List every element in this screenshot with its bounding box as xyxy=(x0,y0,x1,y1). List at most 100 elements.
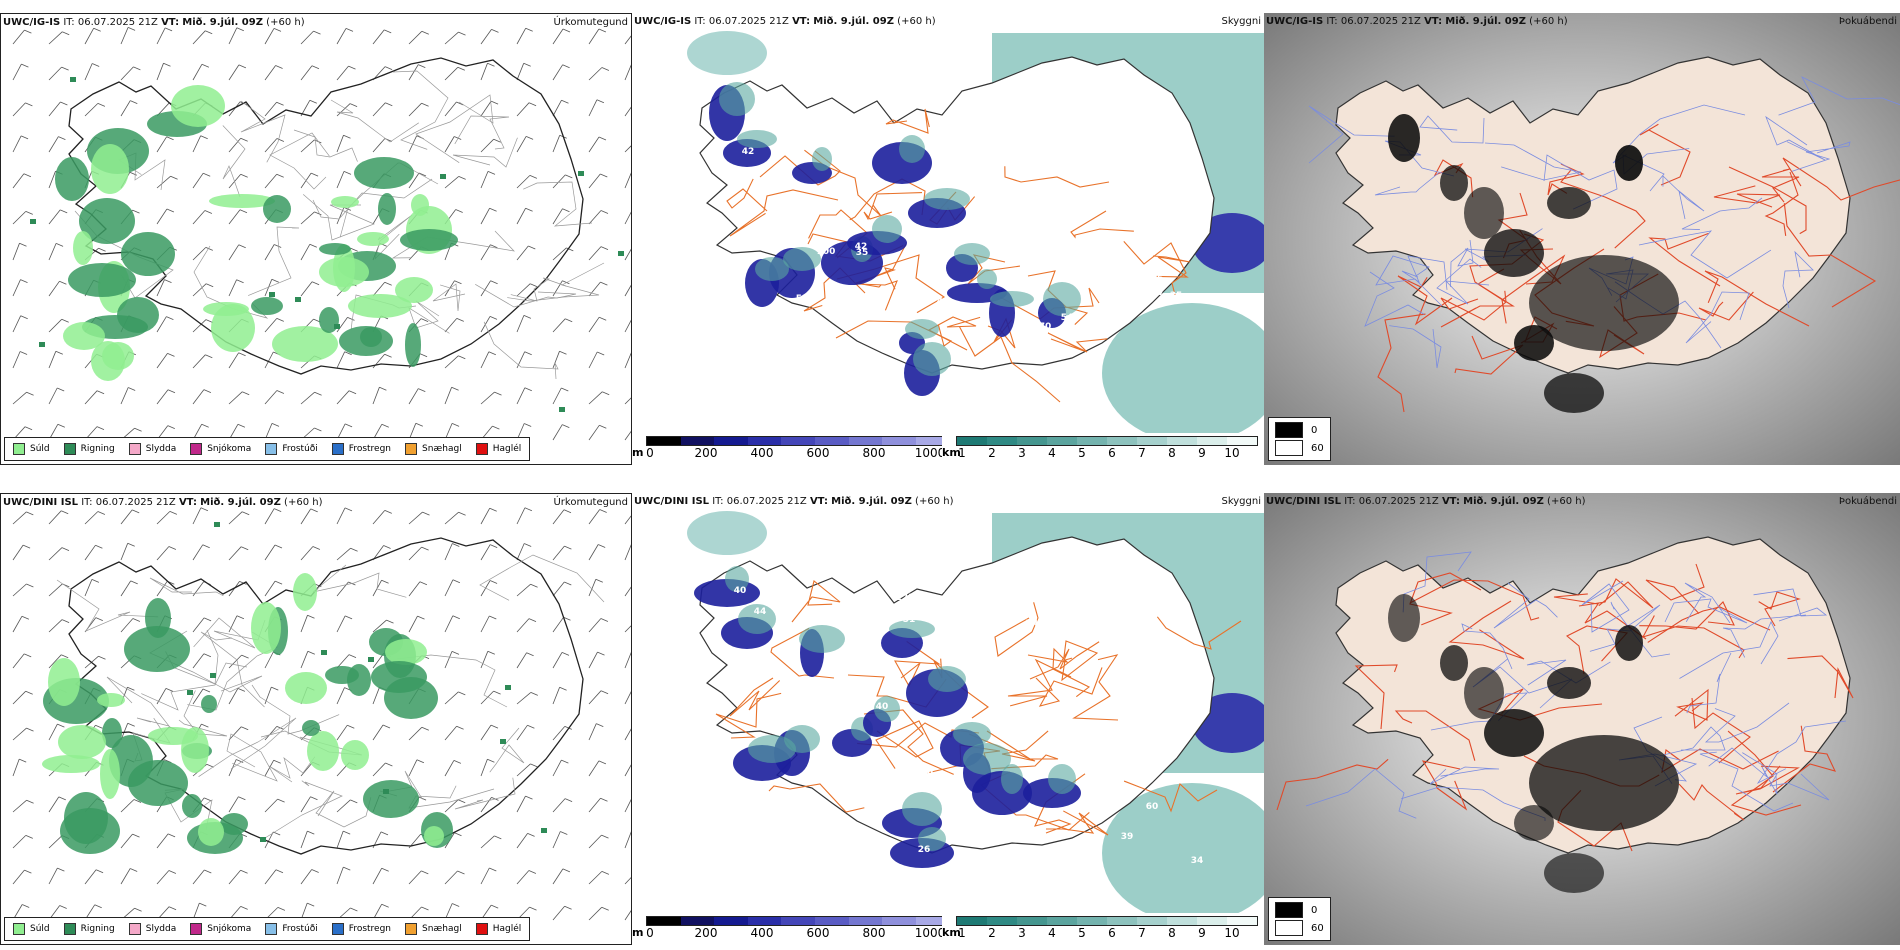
colorbar-strip xyxy=(646,916,984,926)
colorbar-tick: 400 xyxy=(750,446,774,460)
legend-item: Súld xyxy=(13,923,50,935)
legend-swatch xyxy=(331,443,344,455)
legend-item: Slydda xyxy=(128,443,176,455)
colorbar-segment xyxy=(1137,437,1167,445)
colorbar-strip xyxy=(646,436,984,446)
fog-scale-item: 0 xyxy=(1275,421,1324,439)
colorbar-segment xyxy=(1167,437,1197,445)
colorbar-segment xyxy=(1227,917,1257,925)
colorbar-tick: 10 xyxy=(1224,446,1240,460)
visibility-value-label: 60 xyxy=(1145,802,1159,812)
colorbar-segment xyxy=(1047,437,1077,445)
visibility-value-label: 100 xyxy=(816,247,836,257)
visibility-value-label: 52 xyxy=(788,233,802,243)
colorbar-tick: 3 xyxy=(1018,446,1026,460)
colorbar-tick: 0 xyxy=(646,926,654,940)
legend-item: Snjókoma xyxy=(190,443,251,455)
fog-map xyxy=(1264,493,1900,945)
visibility-colorbar: km 1 2 3 4 5 6 7 8 9 10 xyxy=(942,913,1262,943)
fog-scale-swatch xyxy=(1275,440,1303,456)
legend-item: Frostregn xyxy=(331,443,391,455)
visibility-value-label: 69 xyxy=(807,141,821,151)
colorbar-tick: 200 xyxy=(694,926,718,940)
fog-scale-swatch xyxy=(1275,902,1303,918)
panel-type-label: Úrkomutegund xyxy=(553,17,628,28)
colorbar-tick: 800 xyxy=(862,926,886,940)
legend-label: Snjókoma xyxy=(207,444,252,454)
colorbar-tick: 6 xyxy=(1108,926,1116,940)
colorbar-segment xyxy=(781,917,815,925)
colorbar-tick: 600 xyxy=(806,926,830,940)
fog-scale-legend: 0 60 xyxy=(1268,417,1331,461)
visibility-value-label: 45 xyxy=(1171,143,1185,153)
legend-item: Súld xyxy=(13,443,50,455)
colorbar-segment xyxy=(1077,917,1107,925)
colorbar-tick: 3 xyxy=(1018,926,1026,940)
legend-label: Haglél xyxy=(492,444,522,454)
legend-label: Slydda xyxy=(145,924,177,934)
visibility-value-label: 40 xyxy=(875,702,889,712)
panel-title: UWC/DINI ISL IT: 06.07.2025 21Z VT: Mið.… xyxy=(1266,496,1586,507)
visibility-value-label: 120 xyxy=(952,150,972,160)
fog-scale-label: 0 xyxy=(1311,424,1318,436)
visibility-value-label: 42 xyxy=(741,147,755,157)
legend-swatch xyxy=(405,443,418,455)
precip-panel-row1: UWC/IG-IS IT: 06.07.2025 21Z VT: Mið. 9.… xyxy=(0,13,632,465)
legend-item: Haglél xyxy=(475,443,522,455)
legend-label: Súld xyxy=(30,924,50,934)
legend-item: Frostregn xyxy=(331,923,391,935)
legend-item: Haglél xyxy=(475,923,521,935)
legend-swatch xyxy=(63,443,76,455)
legend-item: Rigning xyxy=(63,923,115,935)
colorbar-tick: 6 xyxy=(1108,446,1116,460)
visibility-value-label: 34 xyxy=(855,845,869,855)
legend-label: Snjókoma xyxy=(207,924,252,934)
colorbar-segment xyxy=(714,437,748,445)
legend-swatch xyxy=(475,443,488,455)
colorbar-unit: m xyxy=(632,446,644,459)
colorbar-segment xyxy=(915,437,950,445)
visibility-value-label: 38 xyxy=(1062,256,1076,266)
legend-swatch xyxy=(63,923,76,935)
visibility-value-label: 35 xyxy=(1169,291,1183,301)
legend-swatch xyxy=(128,923,141,935)
legend-label: Snæhagl xyxy=(422,924,462,934)
fog-scale-label: 60 xyxy=(1311,922,1324,934)
colorbar-segment xyxy=(747,437,782,445)
legend-swatch xyxy=(265,443,278,455)
visibility-value-label: 26 xyxy=(917,845,931,855)
fog-scale-label: 0 xyxy=(1311,904,1318,916)
legend-item: Rigning xyxy=(63,443,115,455)
fog-scale-label: 60 xyxy=(1311,442,1324,454)
legend-label: Rigning xyxy=(80,924,115,934)
legend-swatch xyxy=(190,923,203,935)
colorbar-tick: 2 xyxy=(988,446,996,460)
panel-type-label: Skyggni xyxy=(1221,16,1261,27)
legend-swatch xyxy=(128,443,141,455)
visibility-map xyxy=(687,511,1264,923)
visibility-value-label: 34 xyxy=(899,295,913,305)
colorbar-segment xyxy=(957,437,987,445)
visibility-value-label: 48 xyxy=(929,577,943,587)
colorbar-segment xyxy=(714,917,748,925)
visibility-value-label: 34 xyxy=(718,333,732,343)
colorbar-segment xyxy=(915,917,950,925)
visibility-value-label: 49 xyxy=(936,297,950,307)
panel-title: UWC/IG-IS IT: 06.07.2025 21Z VT: Mið. 9.… xyxy=(3,17,305,28)
cloud-base-colorbar: m 0 200 400 600 800 1000 xyxy=(632,433,984,463)
legend-swatch xyxy=(13,923,25,935)
visibility-value-label: 39 xyxy=(1120,832,1134,842)
colorbar-tick: 4 xyxy=(1048,446,1056,460)
colorbar-tick: 0 xyxy=(646,446,654,460)
legend-item: Snjókoma xyxy=(190,923,251,935)
visibility-value-label: 27 xyxy=(752,114,766,124)
colorbar-segment xyxy=(1137,917,1167,925)
colorbar-segment xyxy=(1077,437,1107,445)
visibility-value-label: 41 xyxy=(1165,656,1179,666)
visibility-value-label: 18 xyxy=(920,767,934,777)
visibility-value-label: 51 xyxy=(902,615,916,625)
panel-type-label: Þokuábendi xyxy=(1838,496,1897,507)
visibility-value-label: 54 xyxy=(1060,313,1074,323)
colorbar-tick: 5 xyxy=(1078,926,1086,940)
colorbar-segment xyxy=(814,917,849,925)
